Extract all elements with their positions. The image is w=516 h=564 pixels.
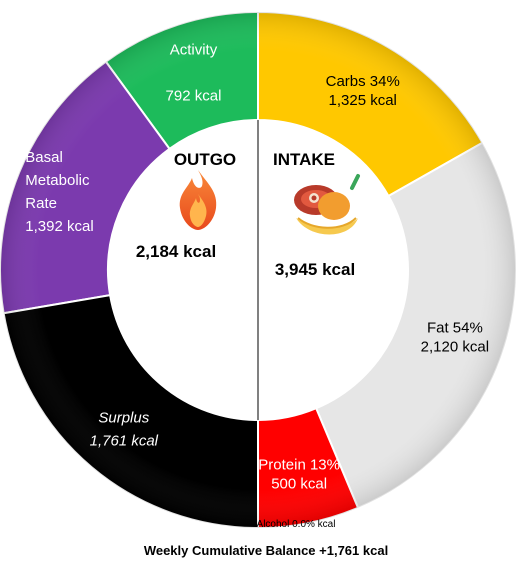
fire-icon bbox=[179, 170, 217, 230]
carbs-label: Carbs 34% 1,325 kcal bbox=[326, 73, 400, 109]
outgo-total: 2,184 kcal bbox=[136, 242, 216, 261]
surplus-label: Surplus 1,761 kcal bbox=[90, 409, 159, 449]
fat-label: Fat 54% 2,120 kcal bbox=[421, 320, 489, 356]
protein-label: Protein 13% 500 kcal bbox=[258, 456, 340, 492]
outgo-title: OUTGO bbox=[174, 150, 236, 169]
segment-labels: Carbs 34% 1,325 kcal Fat 54% 2,120 kcal Prot… bbox=[25, 41, 489, 492]
weekly-balance-caption: Weekly Cumulative Balance +1,761 kcal bbox=[144, 543, 388, 558]
intake-total: 3,945 kcal bbox=[275, 260, 355, 279]
activity-label: Activity 792 kcal bbox=[166, 41, 222, 104]
intake-title: INTAKE bbox=[273, 150, 335, 169]
basal-metabolic-rate-label: Basal Metabolic Rate 1,392 kcal bbox=[25, 149, 93, 235]
food-icon bbox=[294, 174, 360, 235]
donut-segments bbox=[0, 10, 516, 530]
alcohol-label: Alcohol 0.0% kcal bbox=[257, 519, 336, 530]
